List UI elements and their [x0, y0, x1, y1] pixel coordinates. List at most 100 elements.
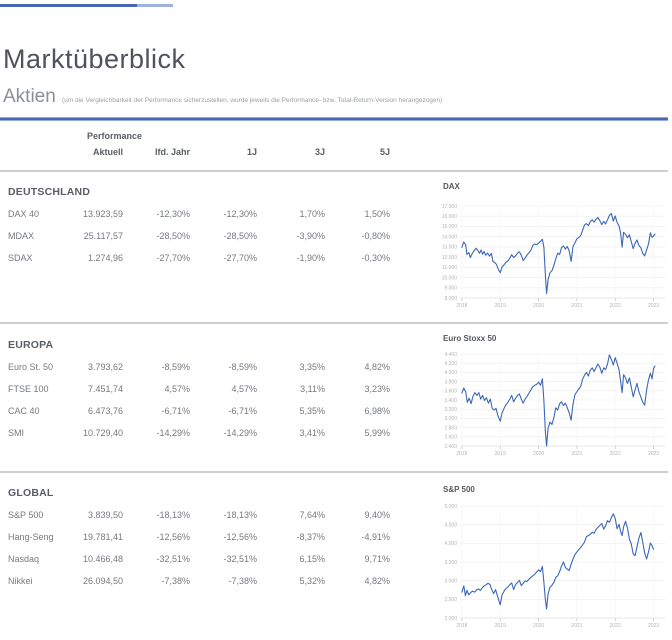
- svg-text:3.600: 3.600: [444, 389, 457, 395]
- cell-value: -14,29%: [156, 428, 190, 438]
- svg-text:9.000: 9.000: [444, 286, 457, 292]
- svg-text:4.000: 4.000: [444, 541, 457, 547]
- cell-value: -12,30%: [156, 209, 190, 219]
- cell-value: -6,71%: [161, 406, 190, 416]
- cell-value: -27,70%: [223, 253, 257, 263]
- svg-text:2021: 2021: [571, 303, 582, 309]
- svg-text:4.000: 4.000: [444, 370, 457, 376]
- cell-value: -8,37%: [296, 532, 325, 542]
- cell-value: -18,13%: [156, 510, 190, 520]
- chart-title-sp-500: S&P 500: [443, 485, 475, 494]
- blue-divider: [0, 117, 668, 121]
- cell-value: 7,64%: [299, 510, 325, 520]
- cell-value: 13.923,59: [82, 209, 123, 219]
- svg-text:8.000: 8.000: [444, 296, 457, 302]
- cell-value: 6,98%: [364, 406, 390, 416]
- svg-text:2.400: 2.400: [444, 444, 457, 450]
- svg-text:2019: 2019: [495, 303, 506, 309]
- cell-value: -6,71%: [228, 406, 257, 416]
- svg-text:3.800: 3.800: [444, 379, 457, 385]
- cell-value: 10.466,48: [82, 554, 123, 564]
- cell-value: 26.094,50: [82, 576, 123, 586]
- divider: [0, 471, 668, 473]
- table-row: Nasdaq 10.466,48 -32,51% -32,51% 6,15% 9,71%: [8, 550, 438, 572]
- cell-value: 1.274,96: [87, 253, 123, 263]
- cell-value: 5,35%: [299, 406, 325, 416]
- cell-value: -7,38%: [161, 576, 190, 586]
- euro-stoxx-50-chart: 2.400 2.600 2.800 3.000 3.200 3.400 3.600 3.800…: [444, 352, 665, 457]
- svg-text:12.000: 12.000: [442, 255, 458, 261]
- column-header-3j: 3J: [314, 147, 325, 157]
- cell-value: 4,57%: [164, 384, 190, 394]
- cell-value: -8,59%: [161, 362, 190, 372]
- cell-value: -12,56%: [156, 532, 190, 542]
- cell-value: 1,70%: [299, 209, 325, 219]
- svg-text:4.400: 4.400: [444, 352, 457, 358]
- svg-text:3.000: 3.000: [444, 416, 457, 422]
- svg-text:2018: 2018: [456, 451, 467, 457]
- cell-value: -28,50%: [156, 231, 190, 241]
- row-label: FTSE 100: [8, 384, 49, 394]
- svg-text:11.000: 11.000: [442, 265, 457, 271]
- svg-text:5.000: 5.000: [444, 504, 457, 510]
- s-p-500-chart: 2.000 2.500 3.000 3.500 4.000 4.500 5.000 2018 2…: [444, 504, 665, 629]
- svg-text:2018: 2018: [456, 623, 467, 629]
- cell-value: -0,80%: [361, 231, 390, 241]
- column-header-5j: 5J: [379, 147, 390, 157]
- chart-title-euro-stoxx-50: Euro Stoxx 50: [443, 334, 497, 343]
- svg-text:2019: 2019: [495, 451, 506, 457]
- table-row: Euro St. 50 3.793,62 -8,59% -8,59% 3,35% 4,82…: [8, 358, 438, 380]
- cell-value: 3,11%: [300, 384, 325, 394]
- cell-value: 6.473,76: [87, 406, 123, 416]
- section-title-aktien: Aktien: [3, 86, 56, 107]
- row-label: MDAX: [8, 231, 35, 241]
- row-label: S&P 500: [8, 510, 44, 520]
- cell-value: 3,23%: [364, 384, 390, 394]
- row-label: Nikkei: [8, 576, 33, 586]
- cell-value: -0,30%: [361, 253, 390, 263]
- cell-value: -3,90%: [296, 231, 325, 241]
- row-label: Hang-Seng: [8, 532, 54, 542]
- table-section-title-europa: EUROPA: [8, 339, 54, 351]
- table-section-rows-deutschland: DAX 40 13.923,59 -12,30% -12,30% 1,70% 1,50% M…: [8, 205, 438, 271]
- table-row: CAC 40 6.473,76 -6,71% -6,71% 5,35% 6,98%: [8, 402, 438, 424]
- svg-text:2020: 2020: [533, 623, 544, 629]
- svg-text:13.000: 13.000: [442, 245, 458, 251]
- svg-text:2022: 2022: [610, 451, 621, 457]
- chart-title-dax: DAX: [443, 182, 460, 191]
- cell-value: 5,32%: [299, 576, 325, 586]
- chart-series-line: [461, 212, 656, 295]
- chart-axis-labels: 2.400 2.600 2.800 3.000 3.200 3.400 3.600 3.800…: [444, 352, 659, 457]
- chart-series-line: [461, 513, 655, 610]
- svg-text:2023: 2023: [648, 623, 659, 629]
- svg-text:15.000: 15.000: [442, 224, 458, 230]
- svg-text:2021: 2021: [571, 623, 582, 629]
- cell-value: -1,90%: [296, 253, 325, 263]
- dax-chart: 8.000 9.000 10.000 11.000 12.000 13.000 14.000…: [442, 204, 665, 309]
- column-header-1j: 1J: [246, 147, 257, 157]
- svg-text:2022: 2022: [610, 303, 621, 309]
- cell-value: 3,41%: [299, 428, 325, 438]
- cell-value: 9,71%: [364, 554, 390, 564]
- row-label: CAC 40: [8, 406, 40, 416]
- section-note: (um die Vergleichbarkeit der Performance…: [62, 97, 443, 104]
- svg-text:2020: 2020: [533, 451, 544, 457]
- cell-value: -8,59%: [228, 362, 257, 372]
- svg-text:2021: 2021: [571, 451, 582, 457]
- cell-value: 4,82%: [364, 576, 390, 586]
- svg-text:10.000: 10.000: [442, 275, 458, 281]
- cell-value: 4,57%: [231, 384, 257, 394]
- table-row: MDAX 25.117,57 -28,50% -28,50% -3,90% -0,80%: [8, 227, 438, 249]
- divider: [0, 322, 668, 324]
- table-row: SDAX 1.274,96 -27,70% -27,70% -1,90% -0,30%: [8, 249, 438, 271]
- svg-text:17.000: 17.000: [442, 204, 458, 210]
- cell-value: 10.729,40: [82, 428, 123, 438]
- table-row: FTSE 100 7.451,74 4,57% 4,57% 3,11% 3,23%: [8, 380, 438, 402]
- svg-text:3.200: 3.200: [444, 407, 457, 413]
- divider: [0, 170, 668, 172]
- svg-text:3.400: 3.400: [444, 398, 457, 404]
- table-row: SMI 10.729,40 -14,29% -14,29% 3,41% 5,99%: [8, 424, 438, 446]
- performance-group-header: Performance: [87, 131, 143, 141]
- column-header-lfd-jahr: lfd. Jahr: [154, 147, 190, 157]
